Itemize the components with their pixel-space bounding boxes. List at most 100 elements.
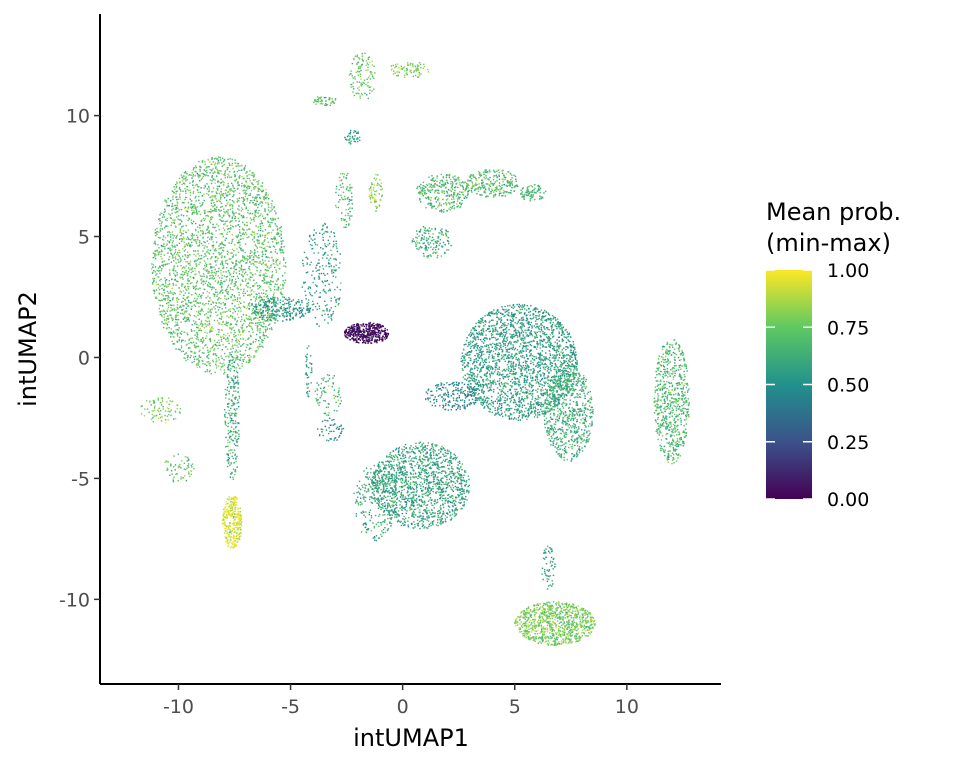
data-point bbox=[166, 217, 168, 220]
data-point bbox=[280, 307, 282, 310]
data-point bbox=[181, 312, 183, 315]
data-point bbox=[258, 194, 260, 196]
data-point bbox=[161, 321, 163, 323]
data-point bbox=[191, 181, 194, 183]
data-point bbox=[228, 457, 231, 459]
data-point bbox=[240, 316, 243, 318]
data-point bbox=[243, 185, 245, 187]
data-point bbox=[178, 411, 181, 413]
data-point bbox=[227, 462, 230, 465]
data-point bbox=[275, 305, 277, 307]
data-point bbox=[232, 412, 234, 415]
data-point bbox=[230, 438, 233, 441]
data-point bbox=[215, 157, 217, 160]
data-point bbox=[288, 304, 290, 306]
data-point bbox=[250, 343, 252, 345]
data-point bbox=[181, 301, 183, 303]
data-point bbox=[195, 183, 198, 186]
data-point bbox=[196, 334, 199, 336]
data-point bbox=[237, 387, 239, 389]
data-point bbox=[377, 326, 379, 328]
data-point bbox=[232, 212, 234, 214]
data-point bbox=[210, 330, 212, 332]
data-point bbox=[258, 262, 260, 264]
data-point bbox=[209, 331, 211, 333]
data-point bbox=[257, 182, 260, 184]
data-point bbox=[443, 185, 445, 187]
data-point bbox=[421, 188, 424, 190]
data-point bbox=[164, 414, 166, 417]
data-point bbox=[173, 186, 175, 188]
data-point bbox=[186, 343, 188, 346]
data-point bbox=[216, 345, 218, 347]
data-point bbox=[226, 322, 228, 325]
data-point bbox=[256, 311, 258, 314]
data-point bbox=[289, 298, 291, 300]
data-point bbox=[250, 263, 252, 265]
data-point bbox=[164, 200, 166, 202]
data-point bbox=[362, 324, 365, 326]
data-point bbox=[368, 340, 370, 343]
data-point bbox=[215, 261, 217, 263]
data-point bbox=[154, 253, 156, 255]
data-point bbox=[241, 279, 244, 281]
data-point bbox=[370, 189, 373, 191]
data-point bbox=[235, 545, 237, 548]
data-point bbox=[165, 225, 167, 227]
data-point bbox=[176, 340, 178, 342]
data-point bbox=[327, 322, 329, 324]
data-point bbox=[182, 178, 185, 180]
data-point bbox=[228, 413, 231, 415]
data-point bbox=[194, 305, 197, 307]
data-point bbox=[445, 202, 447, 204]
data-point bbox=[237, 251, 240, 253]
data-point bbox=[212, 172, 214, 174]
data-point bbox=[248, 361, 250, 363]
data-point bbox=[344, 195, 346, 198]
data-point bbox=[238, 291, 240, 294]
data-point bbox=[265, 194, 267, 196]
data-point bbox=[375, 205, 377, 208]
data-point bbox=[277, 233, 279, 236]
data-point bbox=[223, 373, 225, 375]
data-point bbox=[328, 283, 330, 285]
data-point bbox=[283, 296, 286, 299]
data-point bbox=[264, 217, 267, 219]
data-point bbox=[309, 235, 311, 238]
data-point bbox=[240, 532, 242, 535]
data-point bbox=[330, 307, 332, 309]
data-point bbox=[421, 190, 423, 193]
data-point bbox=[229, 158, 231, 160]
data-point bbox=[193, 352, 195, 354]
data-point bbox=[250, 335, 252, 338]
data-point bbox=[171, 304, 173, 307]
data-point bbox=[227, 403, 229, 405]
data-point bbox=[178, 186, 181, 189]
data-point bbox=[448, 173, 451, 176]
data-point bbox=[209, 274, 211, 277]
data-point bbox=[282, 313, 285, 315]
data-point bbox=[226, 516, 229, 519]
data-point bbox=[249, 294, 251, 297]
data-point bbox=[176, 312, 178, 314]
data-point bbox=[251, 328, 254, 331]
data-point bbox=[368, 188, 371, 190]
data-point bbox=[227, 367, 229, 369]
data-point bbox=[254, 322, 257, 325]
data-point bbox=[227, 251, 230, 253]
data-point bbox=[277, 303, 279, 305]
data-point bbox=[216, 206, 218, 208]
data-point bbox=[231, 362, 233, 365]
data-point bbox=[157, 287, 160, 289]
data-point bbox=[242, 190, 244, 192]
data-point bbox=[257, 317, 259, 320]
data-point bbox=[273, 292, 275, 294]
data-point bbox=[206, 229, 208, 231]
data-point bbox=[216, 291, 218, 293]
data-point bbox=[282, 257, 285, 259]
data-point bbox=[262, 253, 264, 256]
data-point bbox=[227, 536, 230, 538]
data-point bbox=[277, 320, 279, 322]
data-point bbox=[300, 309, 302, 312]
data-point bbox=[186, 188, 188, 191]
